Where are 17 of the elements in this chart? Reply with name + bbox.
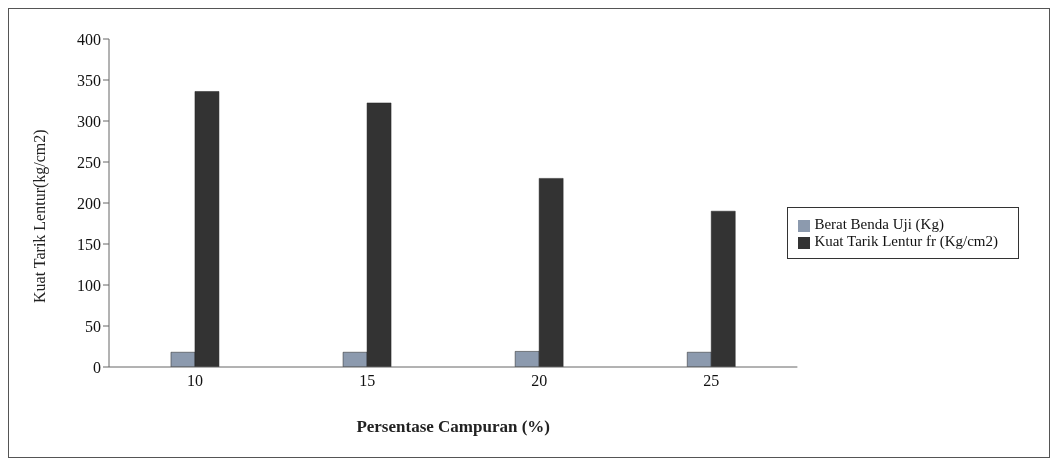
x-tick-label: 15: [359, 372, 376, 390]
y-tick-label: 400: [77, 30, 101, 48]
x-tick-label: 25: [703, 372, 720, 390]
y-tick-label: 100: [77, 276, 101, 294]
x-axis-title: Persentase Campuran (%): [356, 417, 550, 436]
legend-label: Berat Benda Uji (Kg): [814, 216, 944, 232]
x-tick-label: 10: [187, 372, 204, 390]
y-tick-label: 300: [77, 112, 101, 130]
legend-label: Kuat Tarik Lentur fr (Kg/cm2): [814, 233, 998, 249]
y-tick-label: 350: [77, 71, 101, 89]
y-tick-label: 200: [77, 194, 101, 212]
y-tick-label: 50: [85, 317, 101, 335]
y-tick-label: 250: [77, 153, 101, 171]
y-axis-title: Kuat Tarik Lentur(kg/cm2): [30, 129, 49, 303]
x-tick-label: 20: [531, 372, 548, 390]
y-tick-label: 150: [77, 235, 101, 253]
y-tick-label: 0: [93, 358, 101, 376]
